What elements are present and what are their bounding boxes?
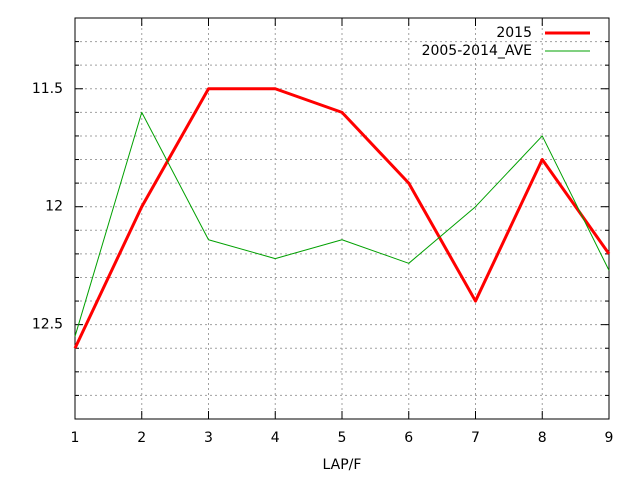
x-tick-label: 6 <box>404 430 413 446</box>
legend-label: 2005-2014_AVE <box>422 43 532 59</box>
x-tick-label: 4 <box>271 430 280 446</box>
x-tick-label: 9 <box>605 430 614 446</box>
legend-label: 2015 <box>496 25 532 41</box>
x-tick-label: 1 <box>71 430 80 446</box>
x-tick-label: 7 <box>471 430 480 446</box>
x-tick-label: 2 <box>137 430 146 446</box>
x-tick-label: 8 <box>538 430 547 446</box>
series-line <box>74 111 610 337</box>
series-line <box>73 87 611 349</box>
x-axis-label: LAP/F <box>323 457 362 473</box>
y-tick-label: 12.5 <box>32 317 63 333</box>
y-tick-label: 11.5 <box>32 81 63 97</box>
x-tick-label: 3 <box>204 430 213 446</box>
x-tick-label: 5 <box>338 430 347 446</box>
y-tick-label: 12 <box>45 199 63 215</box>
